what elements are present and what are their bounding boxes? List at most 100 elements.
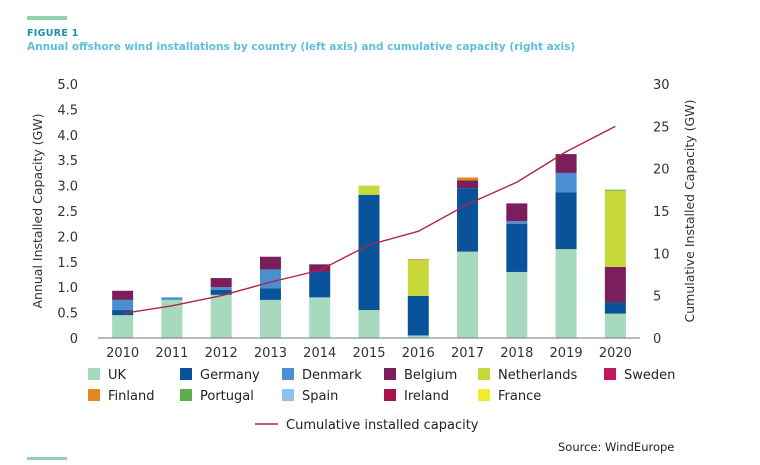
legend-label-spain: Spain: [302, 389, 338, 404]
right-axis-ticks: 0 5 10 15 20 25 30: [653, 78, 670, 347]
legend-swatch-france: [478, 389, 490, 401]
bar-segment-germany: [555, 192, 577, 250]
bottom-accent-line: [27, 457, 67, 460]
left-axis-ticks: 0 0.5 1.0 1.5 2.0 2.5 3.0 3.5 4.0 4.5 5.0: [57, 78, 78, 347]
figure-title: Annual offshore wind installations by co…: [27, 41, 576, 53]
bar-segment-germany: [210, 289, 232, 295]
bar-segment-uk: [407, 335, 429, 338]
legend-swatch-spain: [282, 389, 294, 401]
legend-label-ireland: Ireland: [404, 389, 449, 404]
x-tick-label: 2012: [205, 346, 238, 361]
legend-swatch-belgium: [384, 368, 396, 380]
legend-swatch-finland: [88, 389, 100, 401]
bar-segment-germany: [604, 302, 626, 314]
bar-segment-denmark: [506, 221, 528, 224]
legend-swatch-sweden: [604, 368, 616, 380]
bar-segment-germany: [407, 295, 429, 336]
left-tick-label: 0: [70, 332, 78, 347]
bar-segment-portugal: [604, 189, 626, 191]
bar-segment-belgium: [210, 278, 232, 288]
bar-segment-germany: [259, 288, 281, 300]
bar-segment-denmark: [112, 299, 134, 311]
left-axis-title: Annual Installed Capacity (GW): [30, 113, 45, 308]
bar-segment-germany: [457, 188, 479, 252]
bar-segment-belgium: [309, 264, 331, 272]
bar-segment-denmark: [161, 297, 183, 300]
x-tick-label: 2019: [550, 346, 583, 361]
cumulative-line-group: [122, 125, 616, 315]
legend-label-belgium: Belgium: [404, 368, 457, 383]
bar-segment-denmark: [210, 287, 232, 290]
x-tick-label: 2017: [451, 346, 484, 361]
right-tick-label: 15: [653, 205, 670, 220]
legend-swatch-portugal: [180, 389, 192, 401]
bar-segment-finland: [407, 259, 429, 261]
right-tick-label: 0: [653, 332, 661, 347]
left-tick-label: 5.0: [57, 78, 78, 93]
bar-segment-germany: [358, 194, 380, 311]
figure-label: FIGURE 1: [27, 28, 79, 39]
bar-segment-belgium: [457, 180, 479, 189]
legend-label-cumulative: Cumulative installed capacity: [286, 418, 479, 433]
legend-swatch-uk: [88, 368, 100, 380]
right-tick-label: 25: [653, 120, 670, 135]
right-tick-label: 20: [653, 163, 670, 178]
bar-segment-uk: [457, 251, 479, 338]
x-tick-label: 2014: [303, 346, 336, 361]
legend-label-germany: Germany: [200, 368, 260, 383]
legend-label-uk: UK: [108, 368, 127, 383]
bar-segment-germany: [506, 223, 528, 272]
x-tick-label: 2010: [106, 346, 139, 361]
legend-swatch-denmark: [282, 368, 294, 380]
legend-label-sweden: Sweden: [624, 368, 675, 383]
x-tick-label: 2018: [500, 346, 533, 361]
source-note: Source: WindEurope: [558, 440, 674, 454]
legend-label-finland: Finland: [108, 389, 154, 404]
right-tick-label: 5: [653, 290, 661, 305]
x-tick-label: 2016: [402, 346, 435, 361]
bar-segment-netherlands: [407, 260, 429, 296]
bar-segment-uk: [161, 299, 183, 338]
left-tick-label: 0.5: [57, 307, 78, 322]
left-tick-label: 3.5: [57, 154, 78, 169]
bar-segment-germany: [309, 271, 331, 298]
left-tick-label: 2.5: [57, 205, 78, 220]
legend-label-netherlands: Netherlands: [498, 368, 577, 383]
bar-segment-uk: [604, 313, 626, 338]
cumulative-capacity-line: [122, 125, 616, 315]
bar-segment-belgium: [259, 256, 281, 270]
bar-segment-germany: [112, 310, 134, 316]
top-accent-line: [27, 16, 67, 20]
bar-segment-uk: [259, 299, 281, 338]
legend-swatch-germany: [180, 368, 192, 380]
bar-segment-netherlands: [358, 185, 380, 195]
bar-segment-uk: [506, 271, 528, 338]
left-tick-label: 4.0: [57, 129, 78, 144]
x-tick-label: 2020: [599, 346, 632, 361]
left-tick-label: 4.5: [57, 103, 78, 118]
legend-label-portugal: Portugal: [200, 389, 254, 404]
left-tick-label: 1.5: [57, 256, 78, 271]
left-tick-label: 3.0: [57, 180, 78, 195]
bar-segment-belgium: [112, 290, 134, 300]
bar-segment-belgium: [555, 154, 577, 173]
left-tick-label: 2.0: [57, 230, 78, 245]
right-tick-label: 10: [653, 247, 670, 262]
x-tick-label: 2015: [352, 346, 385, 361]
legend: UK Germany Denmark Belgium Netherlands Sweden…: [88, 368, 675, 433]
bar-segment-denmark: [259, 269, 281, 289]
legend-swatch-netherlands: [478, 368, 490, 380]
bars-group: [112, 154, 626, 338]
bar-segment-netherlands: [604, 190, 626, 267]
bar-segment-uk: [358, 310, 380, 338]
legend-swatch-ireland: [384, 389, 396, 401]
bar-segment-uk: [112, 315, 134, 338]
legend-label-france: France: [498, 389, 541, 404]
legend-label-denmark: Denmark: [302, 368, 362, 383]
bar-segment-belgium: [604, 266, 626, 303]
bar-segment-denmark: [555, 172, 577, 193]
bar-segment-belgium: [506, 203, 528, 222]
bar-segment-uk: [555, 249, 577, 338]
bar-segment-finland: [457, 177, 479, 181]
